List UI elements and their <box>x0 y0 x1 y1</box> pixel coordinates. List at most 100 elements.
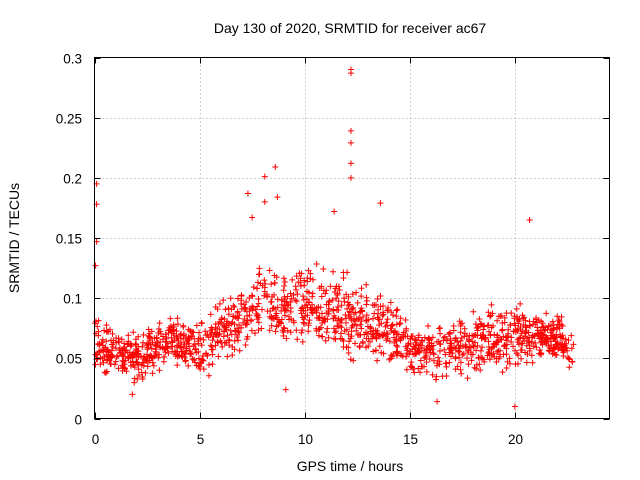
data-point <box>287 304 294 311</box>
data-point <box>474 332 481 339</box>
data-point <box>457 366 464 373</box>
data-point <box>274 296 281 303</box>
data-point <box>522 349 529 356</box>
data-point <box>520 335 527 342</box>
data-point <box>307 275 314 282</box>
data-point <box>161 346 168 353</box>
data-point <box>315 332 322 339</box>
data-point <box>441 346 448 353</box>
data-point <box>304 312 311 319</box>
data-point <box>226 342 233 349</box>
data-point <box>340 275 347 282</box>
data-point <box>173 342 180 349</box>
data-point <box>517 300 524 307</box>
data-point <box>358 293 365 300</box>
data-point <box>459 320 466 327</box>
data-point <box>103 328 110 335</box>
data-point <box>411 369 418 376</box>
data-point <box>340 269 347 276</box>
data-point <box>180 322 187 329</box>
data-point <box>513 305 520 312</box>
data-point <box>151 335 158 342</box>
data-point <box>558 313 565 320</box>
data-point <box>504 333 511 340</box>
data-point <box>313 315 320 322</box>
data-point <box>153 343 160 350</box>
data-point <box>450 327 457 334</box>
data-point <box>243 321 250 328</box>
data-point <box>242 341 249 348</box>
data-point <box>379 312 386 319</box>
data-point <box>488 324 495 331</box>
data-point <box>168 328 175 335</box>
data-point <box>220 297 227 304</box>
data-point <box>436 348 443 355</box>
data-point <box>225 305 232 312</box>
data-point <box>216 330 223 337</box>
data-point <box>499 327 506 334</box>
data-point <box>156 367 163 374</box>
data-point <box>195 335 202 342</box>
data-point <box>485 348 492 355</box>
data-point <box>526 216 533 223</box>
data-point <box>193 322 200 329</box>
data-point <box>332 336 339 343</box>
data-point <box>256 271 263 278</box>
data-point <box>547 329 554 336</box>
data-point <box>323 287 330 294</box>
data-point <box>481 336 488 343</box>
data-point <box>174 321 181 328</box>
data-point <box>503 351 510 358</box>
data-point <box>92 262 99 269</box>
y-tick-label: 0.1 <box>63 292 82 307</box>
data-point <box>384 331 391 338</box>
data-point <box>309 293 316 300</box>
data-point <box>518 340 525 347</box>
data-point <box>254 279 261 286</box>
data-point <box>301 282 308 289</box>
data-point <box>125 340 132 347</box>
data-point <box>413 341 420 348</box>
data-point <box>251 330 258 337</box>
data-point <box>235 315 242 322</box>
data-point <box>226 336 233 343</box>
data-point <box>211 329 218 336</box>
data-point <box>140 331 147 338</box>
data-point <box>166 324 173 331</box>
data-point <box>417 357 424 364</box>
data-point <box>135 371 142 378</box>
data-point <box>343 291 350 298</box>
data-point <box>165 340 172 347</box>
data-point <box>539 341 546 348</box>
data-point <box>199 356 206 363</box>
data-point <box>315 303 322 310</box>
data-point <box>397 320 404 327</box>
data-point <box>162 331 169 338</box>
data-point <box>433 338 440 345</box>
data-point <box>285 313 292 320</box>
data-point <box>133 350 140 357</box>
data-point <box>266 327 273 334</box>
data-point <box>323 329 330 336</box>
data-point <box>383 319 390 326</box>
data-point <box>440 337 447 344</box>
y-tick-label: 0.05 <box>56 352 82 367</box>
data-point <box>386 356 393 363</box>
data-point <box>200 357 207 364</box>
data-point <box>551 345 558 352</box>
data-point <box>144 340 151 347</box>
data-point <box>553 331 560 338</box>
data-point <box>144 363 151 370</box>
data-point <box>566 364 573 371</box>
data-point <box>283 335 290 342</box>
data-point <box>543 310 550 317</box>
data-point <box>537 334 544 341</box>
data-point <box>173 328 180 335</box>
data-point <box>250 304 257 311</box>
data-point <box>322 290 329 297</box>
data-point <box>430 357 437 364</box>
data-point <box>149 370 156 377</box>
data-point <box>498 312 505 319</box>
data-point <box>369 335 376 342</box>
data-point <box>270 315 277 322</box>
